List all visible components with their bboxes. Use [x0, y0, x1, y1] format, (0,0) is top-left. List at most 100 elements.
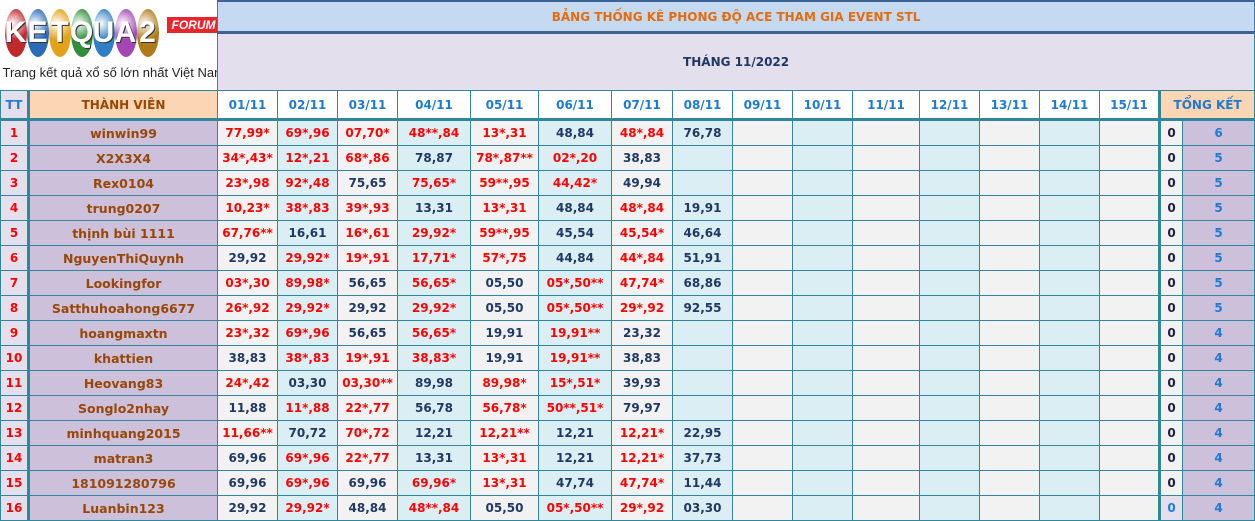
- total-count: 5: [1181, 195, 1255, 221]
- result-cell: 19,91: [672, 195, 733, 221]
- result-cell: 56,78*: [470, 395, 539, 421]
- result-cell: 67,76**: [217, 220, 278, 246]
- result-cell: [979, 270, 1040, 296]
- result-cell: 29,92: [217, 245, 278, 271]
- result-cell: [1099, 370, 1160, 396]
- result-cell: [1039, 445, 1100, 471]
- total-count: 5: [1181, 270, 1255, 296]
- logo-letter: K: [4, 9, 27, 57]
- result-cell: [732, 245, 793, 271]
- result-cell: [1039, 470, 1100, 496]
- result-cell: 10,23*: [217, 195, 278, 221]
- table-row: 2 X2X3X4 34*,43* 12*,21 68*,86 78,87 78*,87** 0…: [0, 145, 1255, 171]
- row-number: 13: [0, 420, 29, 446]
- result-cell: [852, 220, 920, 246]
- total-count: 4: [1181, 395, 1255, 421]
- header-date: 03/11: [337, 90, 398, 121]
- result-cell: [792, 320, 853, 346]
- result-cell: 07,70*: [337, 119, 398, 146]
- result-cell: [792, 195, 853, 221]
- result-cell: [792, 170, 853, 196]
- result-cell: 13*,31: [470, 470, 539, 496]
- result-cell: 44,42*: [538, 170, 612, 196]
- result-cell: [979, 420, 1040, 446]
- result-cell: 48,84: [538, 119, 612, 146]
- result-cell: [979, 345, 1040, 371]
- result-cell: 70,72: [277, 420, 338, 446]
- result-cell: [792, 119, 853, 146]
- result-cell: 05,50: [470, 270, 539, 296]
- table-row: 1 winwin99 77,99* 69*,96 07,70* 48**,84 13*,31…: [0, 119, 1255, 146]
- result-cell: 92*,48: [277, 170, 338, 196]
- result-cell: [732, 395, 793, 421]
- result-cell: [732, 220, 793, 246]
- result-cell: 49,94: [611, 170, 673, 196]
- row-number: 14: [0, 445, 29, 471]
- table-row: 9 hoangmaxtn 23*,32 69*,96 56,65 56,65* 19,91 1…: [0, 320, 1255, 346]
- result-cell: [672, 170, 733, 196]
- result-cell: [852, 395, 920, 421]
- result-cell: [792, 395, 853, 421]
- result-cell: 38,83*: [397, 345, 471, 371]
- result-cell: [979, 119, 1040, 146]
- result-cell: [919, 220, 980, 246]
- result-cell: [852, 170, 920, 196]
- table-row: 14 matran3 69,96 69*,96 22*,77 13,31 13*,31 12,…: [0, 445, 1255, 471]
- total-count: 4: [1181, 345, 1255, 371]
- result-cell: [852, 195, 920, 221]
- result-cell: 02*,20: [538, 145, 612, 171]
- header-date: 01/11: [217, 90, 278, 121]
- result-cell: 77,99*: [217, 119, 278, 146]
- result-cell: 56,65*: [397, 270, 471, 296]
- result-cell: [919, 445, 980, 471]
- result-cell: 89,98: [397, 370, 471, 396]
- result-cell: [672, 370, 733, 396]
- table-row: 11 Heovang83 24*,42 03,30 03,30** 89,98 89,98*…: [0, 370, 1255, 396]
- result-cell: [672, 395, 733, 421]
- result-cell: [1039, 195, 1100, 221]
- result-cell: [792, 270, 853, 296]
- result-cell: [852, 420, 920, 446]
- result-cell: [1099, 395, 1160, 421]
- result-cell: 05,50: [470, 295, 539, 321]
- result-cell: 29,92*: [397, 295, 471, 321]
- result-cell: [919, 420, 980, 446]
- result-cell: [732, 320, 793, 346]
- result-cell: 69,96*: [397, 470, 471, 496]
- result-cell: 38,83: [217, 345, 278, 371]
- header-date: 07/11: [611, 90, 673, 121]
- row-number: 5: [0, 220, 29, 246]
- result-cell: 76,78: [672, 119, 733, 146]
- zero-count: 0: [1158, 145, 1183, 171]
- result-cell: 44*,84: [611, 245, 673, 271]
- result-cell: 12,21*: [611, 445, 673, 471]
- row-number: 7: [0, 270, 29, 296]
- result-cell: 39*,93: [337, 195, 398, 221]
- total-count: 4: [1181, 420, 1255, 446]
- result-cell: 69*,96: [277, 119, 338, 146]
- result-cell: [1039, 395, 1100, 421]
- result-cell: [1099, 220, 1160, 246]
- row-number: 1: [0, 119, 29, 146]
- row-number: 9: [0, 320, 29, 346]
- total-count: 5: [1181, 245, 1255, 271]
- result-cell: 13,31: [397, 445, 471, 471]
- result-cell: 16*,61: [337, 220, 398, 246]
- result-cell: [852, 320, 920, 346]
- result-cell: [919, 345, 980, 371]
- row-number: 10: [0, 345, 29, 371]
- logo-letter: T: [48, 9, 71, 57]
- zero-count: 0: [1158, 470, 1183, 496]
- result-cell: 19,91: [470, 345, 539, 371]
- header-date: 04/11: [397, 90, 471, 121]
- result-cell: 59**,95: [470, 220, 539, 246]
- result-cell: 68*,86: [337, 145, 398, 171]
- result-cell: [979, 245, 1040, 271]
- table-row: 15 181091280796 69,96 69*,96 69,96 69,96* 13*,…: [0, 470, 1255, 496]
- result-cell: 05*,50**: [538, 270, 612, 296]
- zero-count: 0: [1158, 170, 1183, 196]
- result-cell: [852, 370, 920, 396]
- result-cell: [979, 395, 1040, 421]
- result-cell: [1039, 320, 1100, 346]
- result-cell: [732, 170, 793, 196]
